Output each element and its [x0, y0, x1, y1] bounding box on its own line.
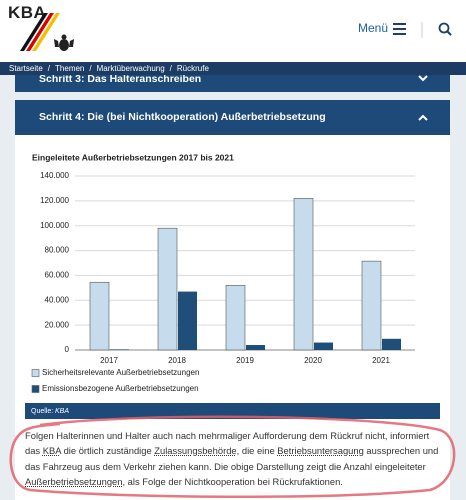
breadcrumb: Startseite / Themen / Marktüberwachung / Rückr…: [0, 62, 466, 75]
y-tick-label: 0: [65, 345, 70, 354]
logo-graphic: [20, 13, 74, 51]
header: KBA Menü: [0, 0, 466, 62]
y-tick-label: 100.000: [40, 221, 69, 230]
legend-swatch: [31, 369, 40, 377]
logo-text[interactable]: KBA: [8, 3, 47, 22]
source-value: KBA: [55, 408, 69, 415]
chevron-down: [418, 75, 428, 82]
bar: [361, 260, 382, 351]
bar: [178, 291, 197, 350]
source-label: Quelle:: [31, 408, 53, 415]
link[interactable]: Außerbetriebsetzungen: [25, 476, 123, 488]
x-tick-label: 2017: [100, 356, 118, 365]
separator: /: [169, 64, 172, 73]
legend-label: Sicherheitsrelevante Außerbetriebsetzung…: [42, 368, 199, 377]
y-tick-label: 80.000: [45, 246, 70, 255]
y-tick-label: 120.000: [40, 196, 69, 205]
separator: /: [47, 64, 51, 73]
chevron-up: [418, 114, 428, 121]
description: Folgen Halterinnen und Halter auch nach …: [25, 428, 440, 490]
legend-swatch: [31, 385, 40, 393]
breadcrumb-item[interactable]: Rückrufe: [176, 64, 209, 73]
legend-label: Emissionsbezogene Außerbetriebsetzungen: [42, 384, 199, 393]
bar: [314, 342, 333, 350]
y-tick-label: 60.000: [45, 271, 70, 280]
header-icons: [393, 22, 452, 38]
x-tick-label: 2018: [168, 356, 186, 365]
link[interactable]: Zulassungsbehörde: [154, 445, 237, 457]
accordion-header[interactable]: Schritt 4: Die (bei Nichtkooperation) Au…: [15, 100, 450, 135]
x-tick-label: 2019: [236, 356, 254, 365]
bar: [89, 281, 110, 351]
text: , als Folge der Nichtkooperation bei Rüc…: [122, 476, 343, 488]
y-tick-label: 40.000: [45, 295, 70, 304]
breadcrumb-item[interactable]: Marktüberwachung: [96, 64, 165, 73]
menu-button[interactable]: Menü: [358, 21, 389, 35]
breadcrumb-item[interactable]: Startseite: [9, 64, 43, 73]
bar: [225, 285, 246, 351]
bar: [293, 198, 314, 351]
separator: /: [89, 64, 92, 73]
bar: [246, 345, 265, 350]
accordion-title: Schritt 4: Die (bei Nichtkooperation) Au…: [39, 111, 326, 123]
accordion-title: Schritt 3: Das Halteranschreiben: [39, 73, 202, 85]
bar: [157, 227, 178, 351]
y-tick-label: 140.000: [40, 171, 69, 180]
source-bar: [25, 403, 440, 419]
link[interactable]: Betriebsuntersagung: [277, 445, 364, 457]
link[interactable]: KBA: [42, 445, 61, 457]
chart-title: Eingeleitete Außerbetriebsetzungen 2017 …: [32, 152, 234, 162]
chart: Eingeleitete Außerbetriebsetzungen 2017 …: [25, 152, 440, 419]
x-tick-label: 2020: [304, 356, 322, 365]
x-tick-label: 2021: [372, 356, 390, 365]
breadcrumb-item[interactable]: Themen: [55, 64, 85, 73]
text: , die eine: [236, 445, 278, 457]
bar: [382, 338, 401, 350]
text: die örtlich zuständige: [60, 445, 155, 457]
bar: [110, 349, 129, 350]
y-tick-label: 20.000: [45, 320, 70, 329]
